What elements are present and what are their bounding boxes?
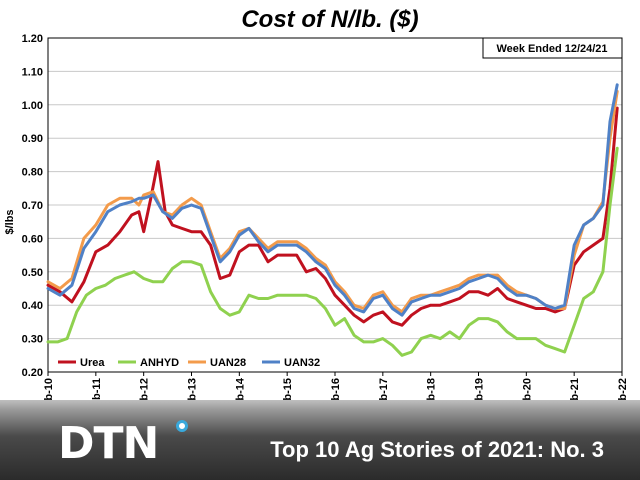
y-tick-label: 0.80 [22, 167, 43, 179]
week-ended-label: Week Ended 12/24/21 [496, 43, 607, 55]
logo-dot-icon [176, 420, 188, 432]
chart: Cost of N/lb. ($) $/lbs 0.20 0.30 0.40 0.50… [4, 6, 629, 400]
y-tick-label: 0.60 [22, 233, 43, 245]
y-tick-label: 1.20 [22, 33, 43, 45]
x-tick-label: Feb-14 [234, 377, 246, 400]
x-tick-label: Feb-11 [91, 378, 103, 400]
y-tick-label: 1.10 [22, 66, 43, 78]
x-tick-label: Feb-22 [617, 378, 629, 400]
plot-frame [47, 37, 623, 373]
y-tick-labels: 0.20 0.30 0.40 0.50 0.60 0.70 0.80 0.90 1.00 1.10… [22, 33, 43, 379]
dtn-logo: DTN [58, 418, 188, 470]
y-axis-label: $/lbs [4, 209, 16, 234]
x-tick-label: Feb-16 [330, 378, 342, 400]
y-tick-label: 0.40 [22, 300, 43, 312]
banner-tagline: Top 10 Ag Stories of 2021: No. 3 [270, 437, 604, 462]
x-tick-label: Feb-19 [474, 378, 486, 400]
x-tick-label: Feb-18 [426, 378, 438, 400]
series-line-anhyd [46, 146, 619, 357]
legend-label-anhyd: ANHYD [140, 357, 179, 369]
chart-title: Cost of N/lb. ($) [241, 6, 418, 33]
x-tick-label: Feb-12 [139, 378, 151, 400]
y-tick-label: 0.30 [22, 334, 43, 346]
x-tick-label: Feb-10 [43, 378, 55, 400]
legend-label-uan28: UAN28 [210, 357, 246, 369]
legend: Urea ANHYD UAN28 UAN32 [58, 357, 320, 369]
series-lines [46, 83, 619, 357]
x-tick-label: Feb-13 [187, 378, 199, 400]
legend-label-uan32: UAN32 [284, 357, 320, 369]
x-tick-label: Feb-21 [569, 378, 581, 400]
y-tick-label: 0.20 [22, 367, 43, 379]
series-line-urea [46, 106, 619, 327]
annotation-box: Week Ended 12/24/21 [482, 37, 623, 59]
footer-banner [0, 400, 640, 480]
y-tick-label: 0.50 [22, 267, 43, 279]
y-tick-label: 1.00 [22, 100, 43, 112]
series-line-uan32 [46, 83, 619, 317]
x-tick-label: Feb-17 [378, 378, 390, 400]
x-tick-label: Feb-15 [282, 378, 294, 400]
legend-label-urea: Urea [80, 357, 105, 369]
logo-text: DTN [58, 418, 159, 469]
y-tick-label: 0.90 [22, 133, 43, 145]
x-tick-labels: Feb-10 Feb-11 Feb-12 Feb-13 Feb-14 Feb-15 Feb-… [43, 377, 629, 400]
x-tick-label: Feb-20 [521, 378, 533, 400]
y-tick-label: 0.70 [22, 200, 43, 212]
